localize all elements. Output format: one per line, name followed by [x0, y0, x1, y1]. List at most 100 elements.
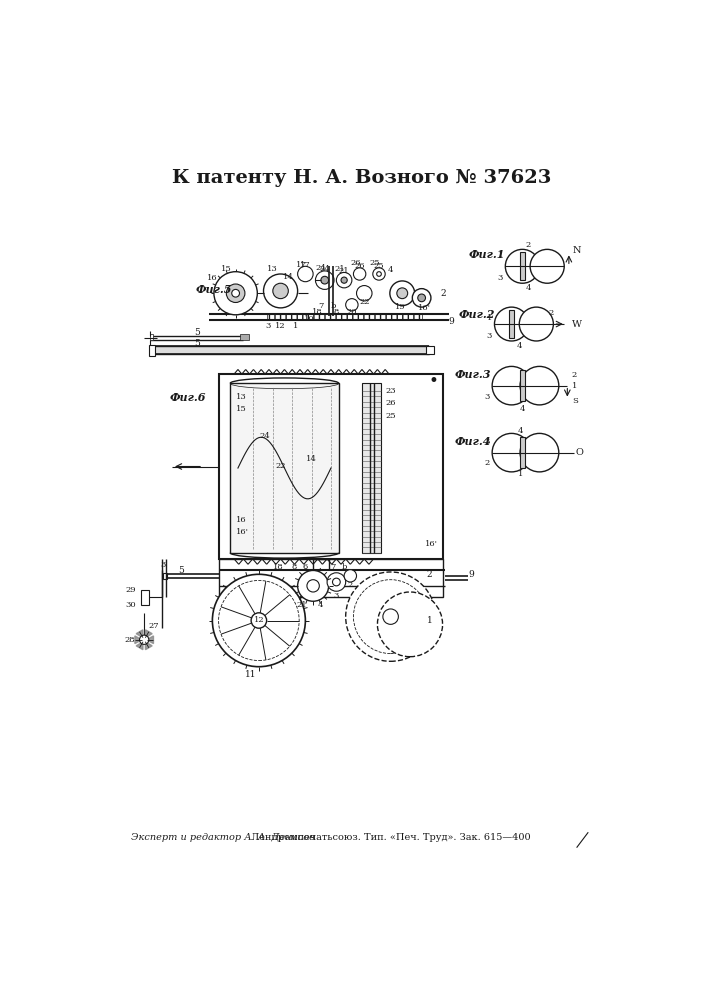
Polygon shape — [136, 630, 143, 638]
Polygon shape — [146, 636, 153, 644]
Circle shape — [390, 281, 414, 306]
Text: 25: 25 — [370, 259, 380, 267]
Text: 22: 22 — [359, 298, 370, 306]
Text: 27: 27 — [148, 622, 159, 630]
Text: 11: 11 — [245, 670, 257, 679]
Text: 4: 4 — [518, 427, 524, 435]
Circle shape — [251, 613, 267, 628]
Text: 1: 1 — [487, 314, 492, 322]
Text: 5: 5 — [194, 328, 200, 337]
Text: 25: 25 — [374, 262, 385, 270]
Text: Эксперт и редактор А. А. Денисов: Эксперт и редактор А. А. Денисов — [131, 833, 315, 842]
Bar — [426, 346, 434, 354]
Text: 2: 2 — [348, 581, 353, 589]
Text: Фиг.6: Фиг.6 — [170, 392, 206, 403]
Circle shape — [412, 289, 431, 307]
Bar — [141, 590, 149, 605]
Bar — [520, 252, 525, 280]
Text: S: S — [572, 397, 578, 405]
Text: Фиг.5: Фиг.5 — [195, 284, 232, 295]
Circle shape — [506, 249, 539, 283]
Text: 4: 4 — [318, 601, 324, 609]
Text: 14: 14 — [306, 455, 317, 463]
Text: 4: 4 — [517, 342, 522, 350]
Text: 18: 18 — [273, 563, 284, 571]
Text: 15: 15 — [221, 265, 232, 273]
Bar — [520, 370, 525, 401]
Circle shape — [346, 572, 436, 661]
Text: 26: 26 — [351, 259, 361, 267]
Text: Фиг.3: Фиг.3 — [455, 369, 491, 380]
Text: 7: 7 — [318, 302, 324, 310]
Circle shape — [298, 570, 329, 601]
Text: 16: 16 — [207, 274, 218, 282]
Text: 1: 1 — [572, 382, 578, 390]
Polygon shape — [135, 636, 142, 644]
Circle shape — [307, 580, 320, 592]
Text: 28: 28 — [124, 636, 135, 644]
Bar — [230, 383, 339, 553]
Text: 17: 17 — [296, 261, 307, 269]
Text: 13: 13 — [267, 265, 278, 273]
Text: 12: 12 — [254, 616, 264, 624]
Text: 1: 1 — [498, 251, 503, 259]
Circle shape — [139, 635, 149, 644]
Text: 7: 7 — [329, 563, 335, 571]
Text: 16': 16' — [235, 528, 249, 536]
Text: 2: 2 — [572, 371, 577, 379]
Text: 3: 3 — [266, 322, 271, 330]
Text: 3: 3 — [484, 438, 490, 446]
Text: 22: 22 — [275, 462, 286, 471]
Text: •: • — [428, 373, 438, 390]
Circle shape — [397, 288, 408, 299]
Bar — [218, 374, 443, 559]
Text: N: N — [573, 246, 581, 255]
Circle shape — [530, 249, 564, 283]
Text: 1: 1 — [518, 470, 523, 478]
Text: 29: 29 — [126, 586, 136, 594]
Circle shape — [520, 366, 559, 405]
Text: 4: 4 — [388, 266, 393, 274]
Text: 24: 24 — [320, 265, 330, 273]
Bar — [218, 559, 443, 597]
Text: Фиг.4: Фиг.4 — [455, 436, 491, 447]
Text: 16: 16 — [235, 516, 246, 524]
Text: 3: 3 — [487, 332, 492, 340]
Circle shape — [492, 366, 531, 405]
Text: 10: 10 — [304, 315, 315, 323]
Text: 3: 3 — [484, 393, 490, 401]
Text: 21: 21 — [339, 267, 349, 275]
Circle shape — [494, 307, 529, 341]
Circle shape — [232, 289, 240, 297]
Circle shape — [321, 276, 329, 284]
Text: 6: 6 — [303, 563, 308, 571]
Text: Фиг.1: Фиг.1 — [468, 249, 505, 260]
Text: 4: 4 — [520, 405, 525, 413]
Bar — [362, 383, 381, 553]
Text: Ленпромпечатьсоюз. Тип. «Печ. Труд». Зак. 615—400: Ленпромпечатьсоюз. Тип. «Печ. Труд». Зак… — [251, 833, 530, 842]
Circle shape — [315, 271, 334, 289]
Text: 3: 3 — [498, 274, 503, 282]
Text: 18: 18 — [312, 308, 322, 316]
Text: 2: 2 — [484, 459, 490, 467]
Circle shape — [218, 580, 299, 661]
Circle shape — [226, 284, 245, 302]
Text: Фиг.2: Фиг.2 — [459, 309, 496, 320]
Circle shape — [344, 570, 356, 582]
Text: 12: 12 — [275, 322, 286, 330]
Text: 24: 24 — [259, 432, 271, 440]
Polygon shape — [146, 642, 152, 650]
Text: 9: 9 — [449, 317, 455, 326]
Circle shape — [377, 272, 381, 276]
Circle shape — [298, 266, 313, 282]
Bar — [149, 345, 155, 356]
Text: 8: 8 — [334, 308, 339, 316]
Text: 20: 20 — [346, 308, 357, 316]
Text: 30: 30 — [126, 601, 136, 609]
Text: 3: 3 — [334, 592, 339, 600]
Circle shape — [332, 578, 340, 586]
Text: 2: 2 — [526, 241, 531, 249]
Circle shape — [327, 573, 346, 591]
Bar — [151, 334, 153, 340]
Circle shape — [346, 299, 358, 311]
